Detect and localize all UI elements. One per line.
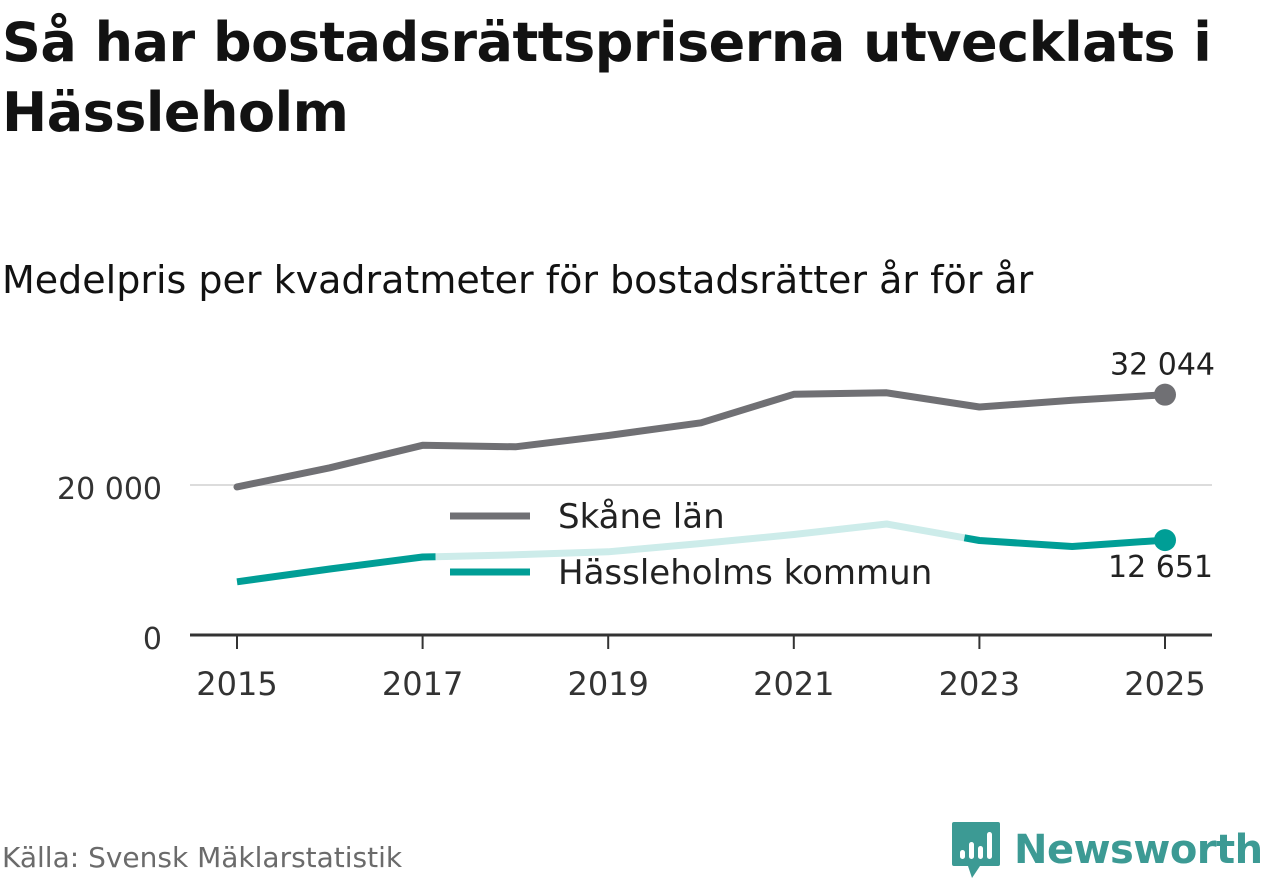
x-tick-label: 2017 (382, 665, 463, 703)
x-tick-label: 2021 (753, 665, 834, 703)
legend-label: Hässleholms kommun (558, 553, 932, 593)
series-line-hassleholms-kommun (963, 534, 1166, 550)
series-line-hassleholms-kommun (236, 553, 436, 586)
source-note: Källa: Svensk Mäklarstatistik (2, 841, 403, 874)
brand-name: Newsworthy (1014, 827, 1262, 873)
x-tick-label: 2015 (196, 665, 277, 703)
chart-subtitle: Medelpris per kvadratmeter för bostadsrä… (2, 258, 1034, 302)
end-label-skane-lan: 32 044 (1110, 348, 1215, 383)
end-marker-hassleholms-kommun (1154, 529, 1176, 552)
end-labels: 32 044 12 651 (1108, 348, 1215, 585)
y-tick-label: 0 (143, 622, 162, 657)
y-axis: 0 20 000 (57, 472, 162, 657)
x-tick-label: 2019 (567, 665, 648, 703)
x-tick-label: 2023 (939, 665, 1020, 703)
series-line-skane-lan (233, 389, 1169, 491)
brand: Newsworthy (950, 818, 1262, 882)
newsworthy-logo-icon (952, 822, 1000, 878)
y-tick-label: 20 000 (57, 472, 162, 507)
end-label-hassleholms-kommun: 12 651 (1108, 550, 1213, 585)
legend-label: Skåne län (558, 497, 725, 537)
x-axis: 2015 2017 2019 2021 2023 2025 (190, 633, 1212, 703)
legend: Skåne län Hässleholms kommun (450, 497, 932, 593)
series-line-hassleholms-kommun-faded (435, 520, 966, 561)
chart-title: Så har bostadsrättspriserna utvecklats i… (2, 11, 1212, 144)
end-marker-skane-lan (1154, 383, 1176, 406)
x-tick-label: 2025 (1124, 665, 1205, 703)
series-lines (233, 383, 1176, 586)
